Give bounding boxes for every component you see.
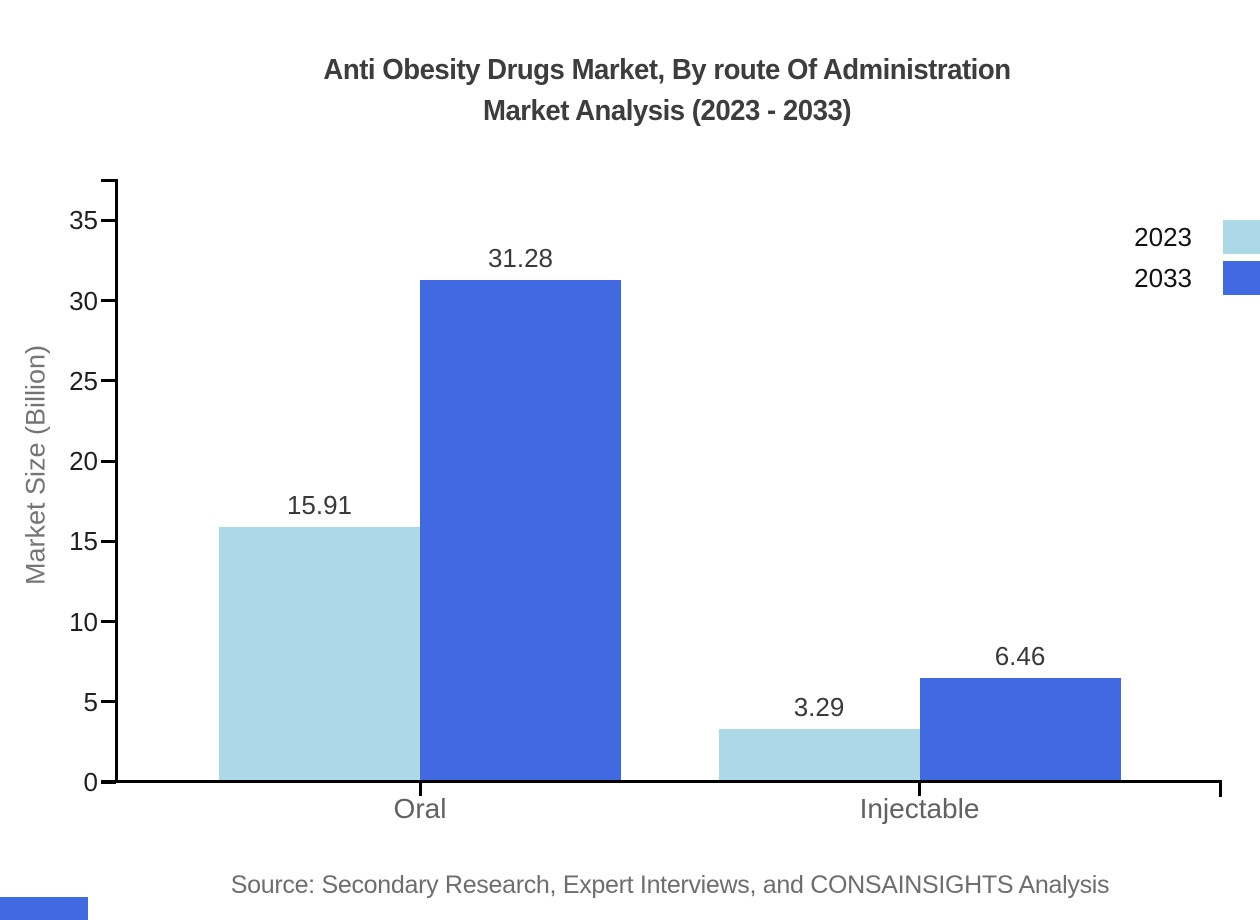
bar-value-label: 6.46: [994, 641, 1046, 672]
y-tick-label: 30: [69, 285, 98, 316]
y-axis-top-cap: [101, 179, 118, 182]
y-tick-mark: [101, 459, 116, 463]
y-tick-label: 0: [83, 767, 98, 797]
x-axis-line: [101, 780, 1222, 783]
legend-swatch-2033: [1223, 261, 1260, 295]
legend-label-2033: 2033: [1134, 263, 1192, 293]
y-tick-label: 10: [69, 606, 98, 637]
y-axis-line: [115, 179, 118, 783]
x-tick-mark: [418, 783, 422, 796]
y-tick-mark: [101, 780, 116, 784]
y-tick-label: 5: [83, 686, 98, 717]
x-category-label-oral: Oral: [393, 793, 447, 824]
x-category-label-injectable: Injectable: [859, 793, 980, 824]
bar-value-label: 31.28: [487, 242, 554, 273]
y-tick-label: 15: [69, 526, 98, 557]
y-tick-mark: [101, 379, 116, 383]
legend-swatch-2023: [1223, 220, 1260, 254]
y-tick-mark: [101, 539, 116, 543]
y-tick-mark: [101, 620, 116, 623]
chart-title-line2: Market Analysis (2023 - 2033): [482, 95, 852, 127]
brand-mark: [0, 897, 88, 920]
bar-value-label: 3.29: [793, 692, 845, 723]
bar-2023-injectable: [718, 729, 920, 782]
x-tick-mark: [918, 783, 921, 796]
y-tick-mark: [101, 218, 116, 222]
y-tick-label: 20: [69, 446, 98, 476]
y-tick-label: 25: [69, 365, 98, 396]
x-axis-end-cap: [1219, 780, 1222, 797]
legend-label-2023: 2023: [1134, 222, 1192, 252]
bar-2023-oral: [219, 526, 420, 782]
y-tick-mark: [101, 700, 116, 704]
y-tick-label: 35: [69, 205, 98, 236]
source-note: Source: Secondary Research, Expert Inter…: [230, 871, 1110, 899]
bar-2033-injectable: [919, 678, 1121, 782]
chart-title-line1: Anti Obesity Drugs Market, By route Of A…: [323, 54, 1011, 86]
bar-value-label: 15.91: [286, 489, 353, 520]
bar-2033-oral: [420, 279, 621, 782]
y-tick-mark: [101, 299, 116, 302]
chart-title: Anti Obesity Drugs Market, By route Of A…: [97, 50, 1237, 132]
